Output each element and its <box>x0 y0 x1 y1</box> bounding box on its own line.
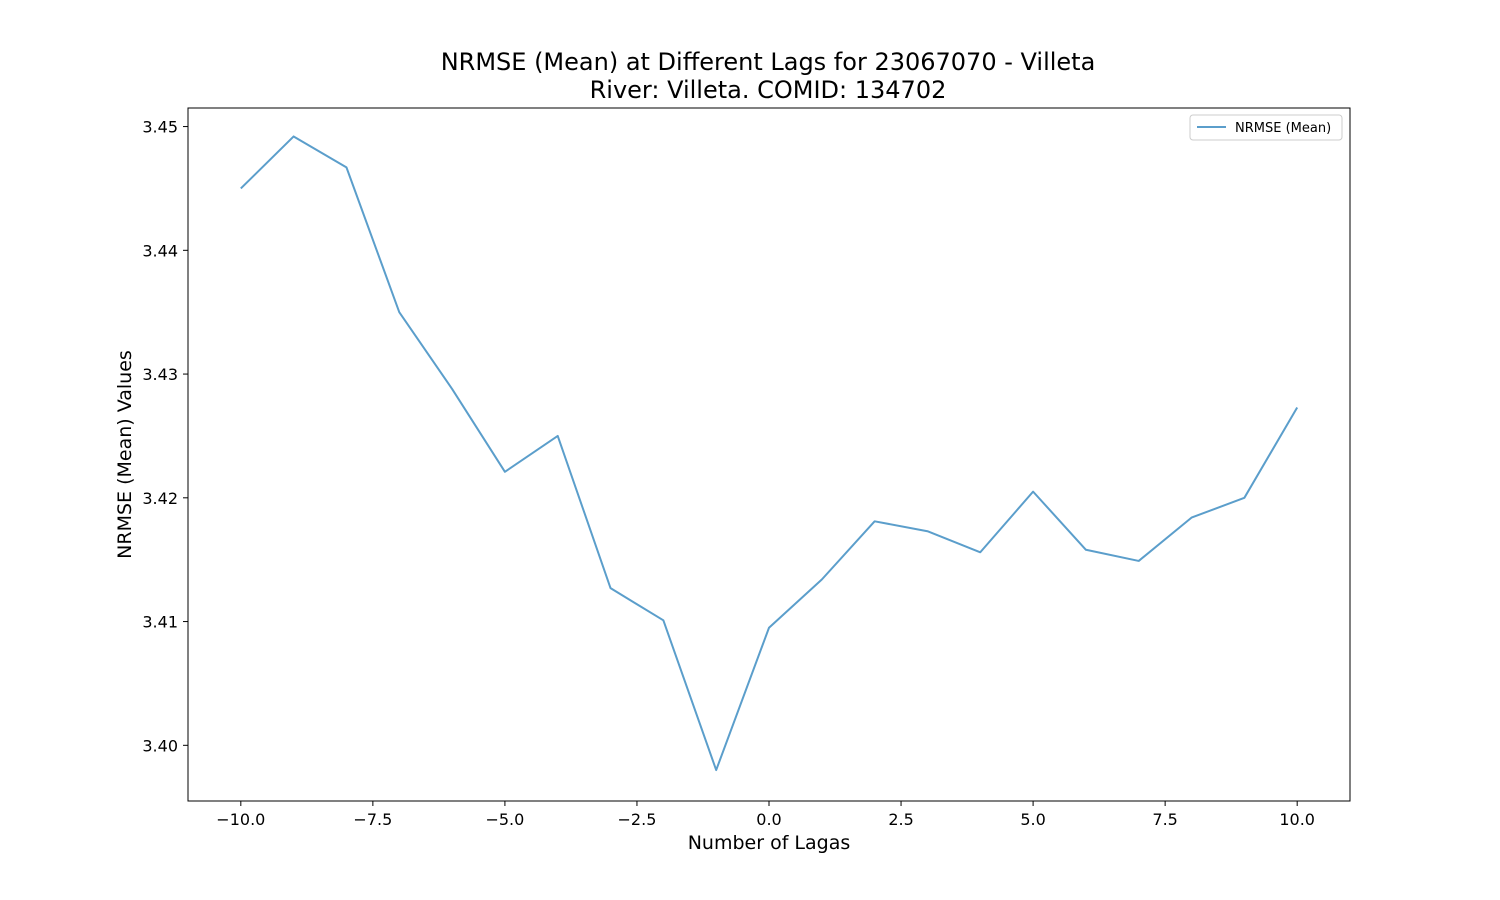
y-axis-label: NRMSE (Mean) Values <box>114 350 136 559</box>
series-line-nrmse-mean <box>240 135 1299 772</box>
x-tick-label: 5.0 <box>1020 810 1045 829</box>
x-tick-label: 2.5 <box>888 810 913 829</box>
y-tick-label: 3.40 <box>142 736 178 755</box>
x-tick-label: −7.5 <box>353 810 392 829</box>
y-tick-label: 3.41 <box>142 613 178 632</box>
y-axis-ticks: 3.40 3.41 3.42 3.43 3.44 3.45 <box>142 118 188 755</box>
chart-title: NRMSE (Mean) at Different Lags for 23067… <box>440 48 1096 76</box>
legend-box <box>1189 114 1343 141</box>
y-tick-label: 3.44 <box>142 241 178 260</box>
legend-label-nrmse-mean: NRMSE (Mean) <box>1235 121 1331 136</box>
x-axis-label: Number of Lagas <box>688 832 851 854</box>
x-tick-label: 10.0 <box>1279 810 1315 829</box>
y-tick-label: 3.45 <box>142 118 178 137</box>
series-layer <box>240 135 1299 772</box>
legend: NRMSE (Mean) <box>1189 114 1343 141</box>
x-tick-label: 0.0 <box>756 810 781 829</box>
y-tick-label: 3.43 <box>142 365 178 384</box>
x-tick-label: −5.0 <box>485 810 524 829</box>
y-tick-label: 3.42 <box>142 489 178 508</box>
x-tick-label: −2.5 <box>618 810 657 829</box>
chart-subtitle: River: Villeta. COMID: 134702 <box>589 76 947 104</box>
plot-area-frame <box>187 107 1351 802</box>
x-tick-label: 7.5 <box>1152 810 1177 829</box>
x-tick-label: −10.0 <box>216 810 265 829</box>
x-axis-ticks: −10.0 −7.5 −5.0 −2.5 0.0 2.5 5.0 7.5 10.0 <box>216 801 1315 829</box>
